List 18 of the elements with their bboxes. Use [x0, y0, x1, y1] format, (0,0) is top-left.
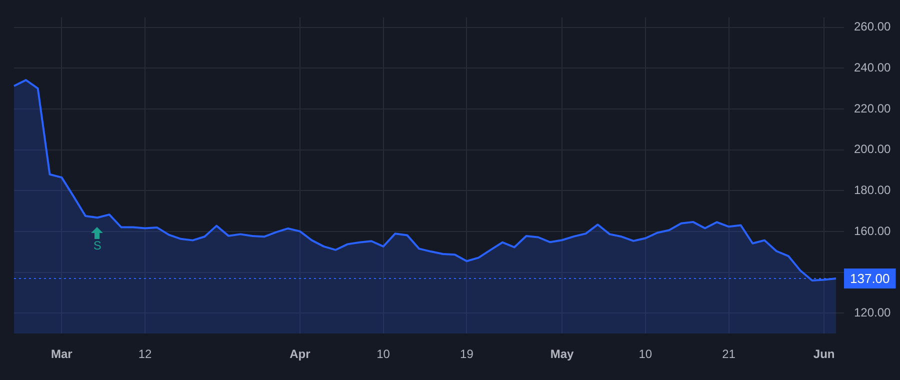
y-tick-label: 200.00 [854, 142, 892, 156]
y-tick-label: 160.00 [854, 224, 892, 238]
ref-line-label: 137.00 [850, 271, 890, 286]
x-tick-label: 10 [376, 347, 390, 362]
x-tick-label: Apr [290, 347, 311, 362]
x-tick-label: 10 [638, 347, 652, 362]
x-tick-label: 19 [460, 347, 474, 362]
x-tick-label: 21 [722, 347, 736, 362]
y-tick-label: 120.00 [854, 306, 892, 320]
annotation: S [93, 238, 102, 252]
x-tick-label: May [550, 347, 574, 362]
x-tick-label: Jun [813, 347, 835, 362]
y-tick-label: 220.00 [854, 101, 892, 116]
y-tick-label: 180.00 [854, 183, 892, 198]
x-tick-label: 12 [138, 347, 152, 362]
y-tick-label: 260.00 [854, 20, 892, 34]
x-tick-label: Mar [50, 347, 73, 362]
y-tick-label: 240.00 [854, 60, 892, 75]
